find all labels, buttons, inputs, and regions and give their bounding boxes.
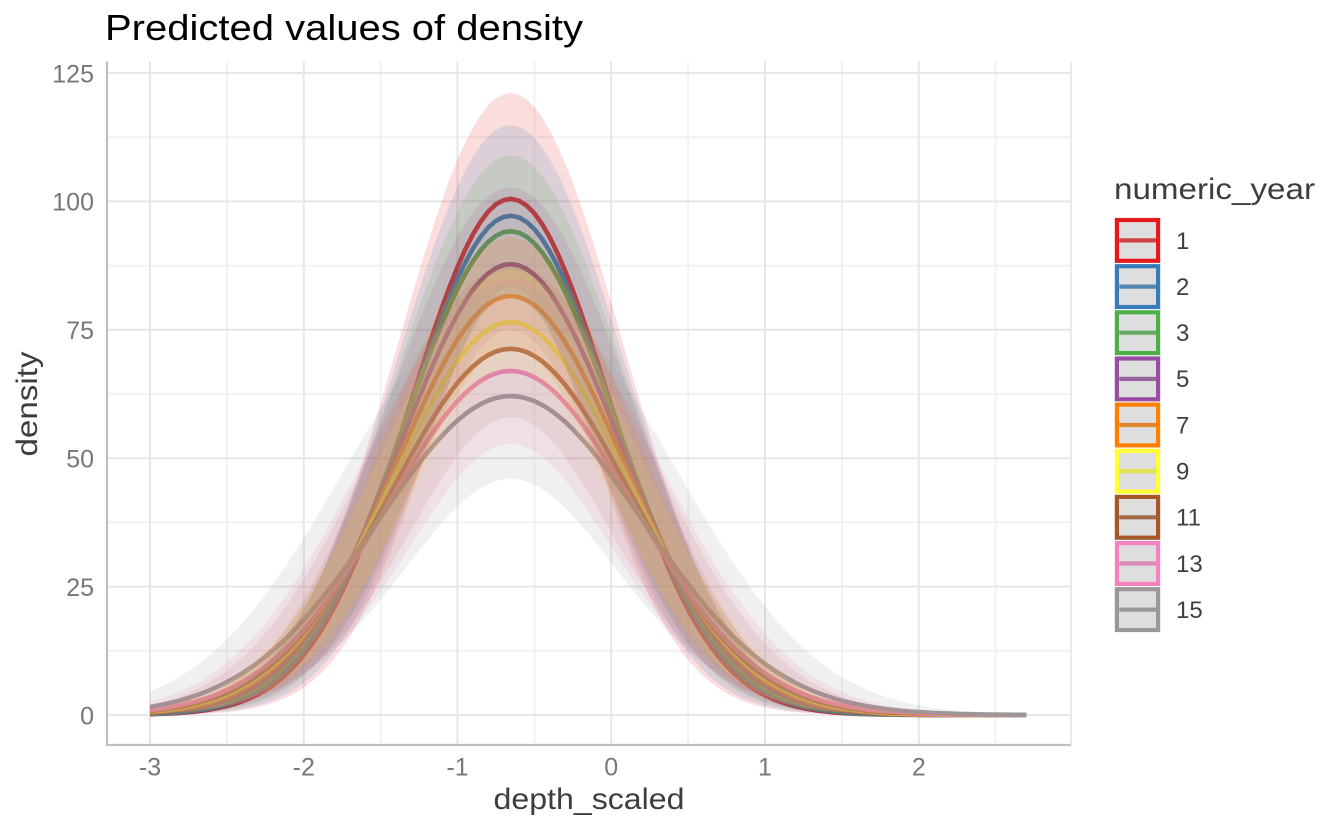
svg-text:100: 100: [52, 189, 94, 217]
svg-text:1: 1: [1176, 228, 1189, 255]
svg-text:0: 0: [604, 754, 618, 782]
svg-text:25: 25: [66, 574, 94, 602]
svg-text:numeric_year: numeric_year: [1114, 173, 1315, 206]
svg-text:1: 1: [758, 754, 772, 782]
svg-text:2: 2: [912, 754, 926, 782]
svg-text:11: 11: [1176, 505, 1201, 532]
svg-text:-3: -3: [139, 754, 161, 782]
svg-text:-1: -1: [446, 754, 468, 782]
svg-text:Predicted values of density: Predicted values of density: [105, 7, 583, 48]
svg-text:75: 75: [66, 317, 94, 345]
svg-text:5: 5: [1176, 366, 1189, 393]
svg-text:depth_scaled: depth_scaled: [494, 783, 685, 816]
svg-text:13: 13: [1176, 551, 1203, 578]
svg-text:9: 9: [1176, 459, 1189, 486]
svg-text:0: 0: [80, 702, 94, 730]
svg-text:50: 50: [66, 446, 94, 474]
svg-text:7: 7: [1176, 412, 1189, 439]
svg-text:15: 15: [1176, 597, 1203, 624]
svg-text:3: 3: [1176, 320, 1189, 347]
svg-text:125: 125: [52, 60, 94, 88]
svg-text:-2: -2: [293, 754, 315, 782]
svg-text:2: 2: [1176, 274, 1189, 301]
svg-text:density: density: [11, 351, 44, 456]
